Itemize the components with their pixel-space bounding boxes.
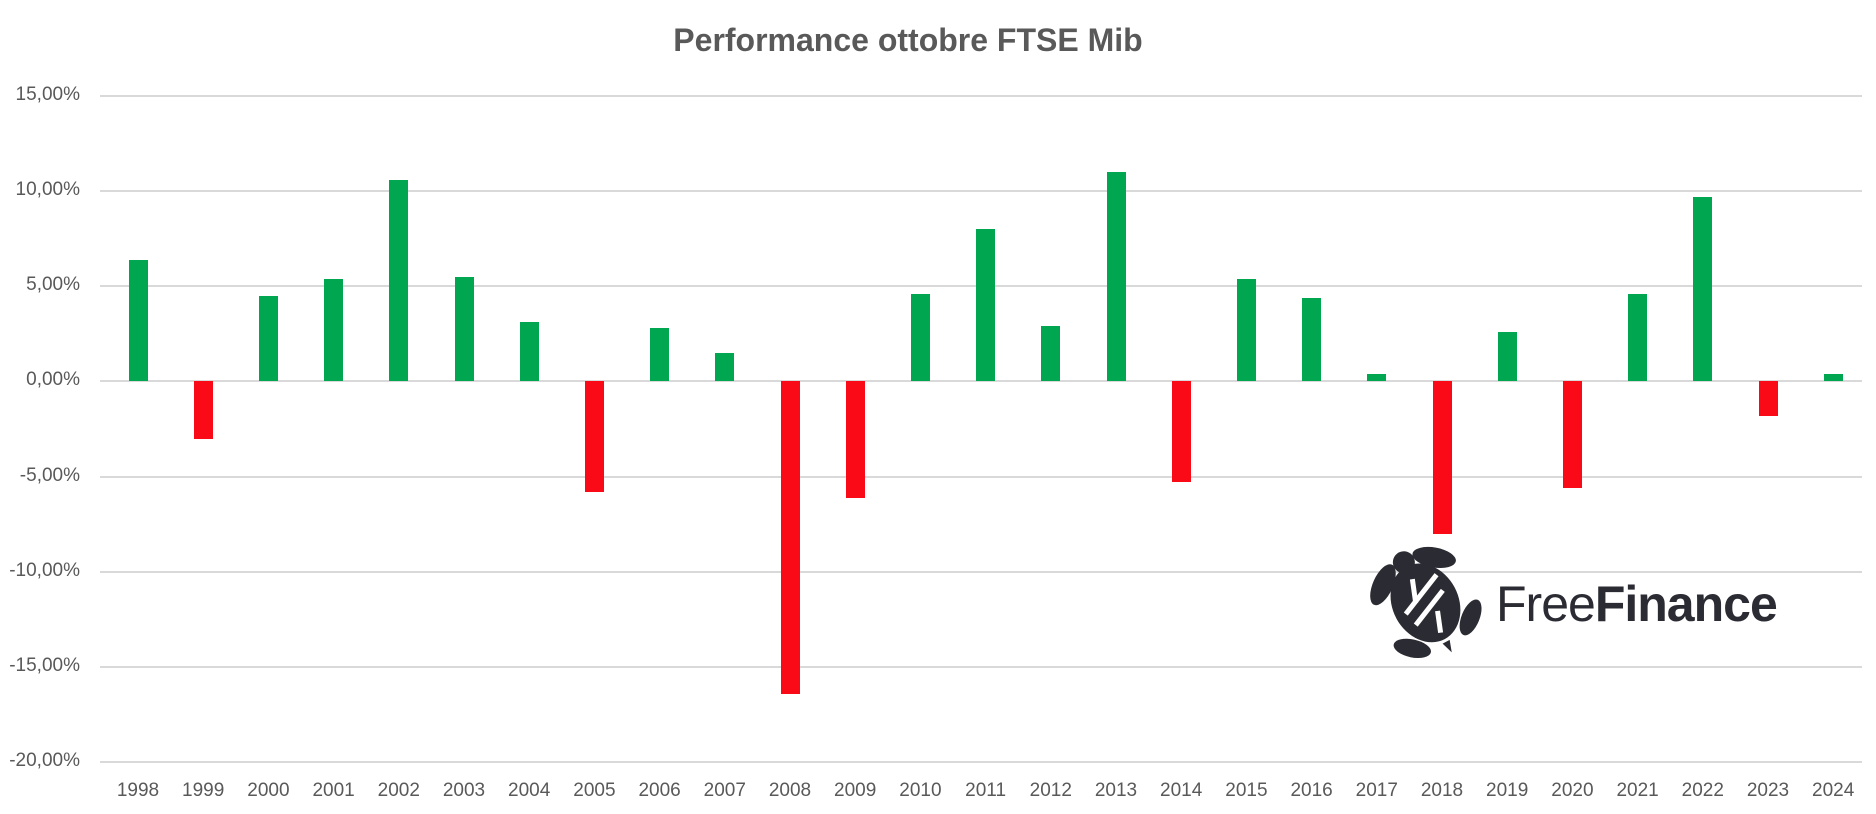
x-tick-2009: 2009 — [834, 780, 877, 801]
x-tick-2002: 2002 — [377, 780, 420, 801]
bar-2019 — [1497, 331, 1517, 382]
chart-title: Performance ottobre FTSE Mib — [673, 22, 1143, 58]
x-tick-2018: 2018 — [1420, 780, 1464, 801]
gridline-10 — [100, 190, 1862, 193]
bar-1999 — [193, 381, 213, 439]
x-tick-2008: 2008 — [768, 780, 812, 801]
bar-2002 — [389, 179, 409, 382]
bar-2010 — [910, 293, 930, 382]
y-tick-label: 0,00% — [26, 369, 80, 391]
gridline--15 — [100, 665, 1862, 668]
bar-2014 — [1171, 381, 1191, 483]
x-tick-2021: 2021 — [1616, 780, 1659, 801]
bar-2011 — [976, 229, 996, 382]
gridline-0 — [100, 380, 1862, 383]
bar-2016 — [1302, 297, 1322, 382]
bar-2022 — [1693, 196, 1713, 382]
x-tick-2014: 2014 — [1160, 780, 1203, 801]
bar-2017 — [1367, 373, 1387, 382]
x-tick-2004: 2004 — [508, 780, 551, 801]
bar-1998 — [128, 259, 148, 382]
y-tick-label: 15,00% — [15, 84, 80, 105]
y-tick-label: 10,00% — [15, 179, 80, 201]
x-tick-2020: 2020 — [1551, 780, 1594, 801]
x-tick-2005: 2005 — [573, 780, 616, 801]
x-tick-2011: 2011 — [965, 780, 1007, 801]
x-tick-2010: 2010 — [899, 780, 942, 801]
x-tick-2015: 2015 — [1225, 780, 1268, 801]
bar-2005 — [584, 381, 604, 492]
x-tick-1999: 1999 — [182, 780, 225, 801]
logo-finance: Finance — [1594, 576, 1778, 632]
bar-2018 — [1432, 381, 1452, 534]
y-tick-label: 5,00% — [26, 274, 80, 296]
x-tick-2024: 2024 — [1812, 780, 1855, 801]
x-tick-2016: 2016 — [1290, 780, 1333, 801]
y-tick-label: -10,00% — [9, 559, 80, 581]
y-tick-label: -5,00% — [19, 464, 80, 486]
x-tick-2000: 2000 — [247, 780, 290, 801]
x-tick-2022: 2022 — [1681, 780, 1724, 801]
gridline--5 — [100, 475, 1862, 478]
x-tick-2019: 2019 — [1486, 780, 1529, 801]
bar-2003 — [454, 276, 474, 382]
x-tick-2001: 2001 — [312, 780, 355, 801]
x-tick-2007: 2007 — [703, 780, 746, 801]
bar-2007 — [715, 352, 735, 382]
gridline--10 — [100, 570, 1862, 573]
bar-2000 — [258, 295, 278, 382]
bar-2023 — [1758, 381, 1778, 416]
x-tick-2003: 2003 — [442, 780, 486, 801]
logo-free: Free — [1496, 576, 1596, 632]
turtle-icon — [1366, 545, 1484, 664]
bar-2006 — [650, 328, 670, 382]
bar-2013 — [1106, 172, 1126, 382]
x-tick-2023: 2023 — [1746, 780, 1790, 801]
x-tick-2012: 2012 — [1029, 780, 1072, 801]
x-tick-2013: 2013 — [1094, 780, 1138, 801]
bar-2001 — [324, 278, 344, 382]
bar-2020 — [1562, 381, 1582, 488]
y-tick-label: -20,00% — [9, 750, 80, 772]
gridline-15 — [100, 95, 1862, 97]
bar-2004 — [519, 322, 539, 382]
bar-2009 — [845, 381, 865, 498]
freefinance-logo: FreeFinance — [1366, 545, 1778, 664]
bar-2008 — [780, 381, 800, 694]
bar-2024 — [1823, 373, 1843, 382]
bar-2015 — [1236, 278, 1256, 382]
x-tick-2006: 2006 — [638, 780, 681, 801]
y-tick-label: -15,00% — [9, 654, 80, 676]
gridline--20 — [100, 761, 1862, 764]
bar-2012 — [1041, 326, 1061, 382]
x-tick-1998: 1998 — [116, 780, 160, 801]
logo-wordmark: FreeFinance — [1496, 575, 1778, 633]
x-tick-2017: 2017 — [1355, 780, 1398, 801]
bar-2021 — [1628, 293, 1648, 382]
